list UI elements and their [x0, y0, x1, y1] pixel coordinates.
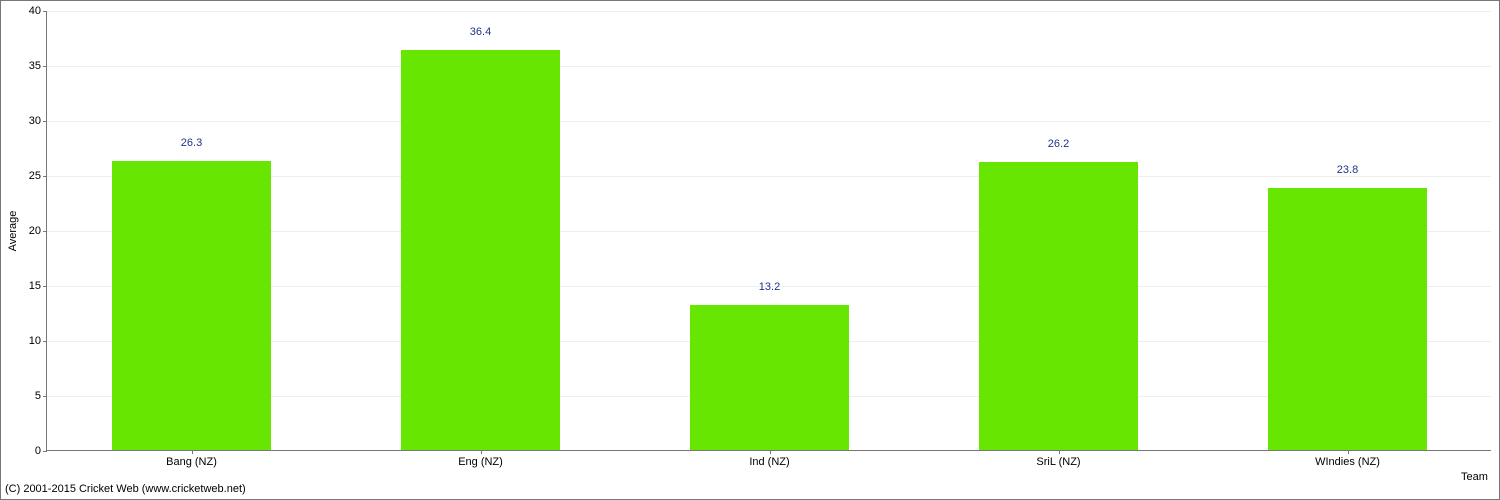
x-tick-label: Bang (NZ) [166, 456, 217, 468]
bar-slot: 36.4Eng (NZ) [336, 11, 625, 450]
bar-value-label: 36.4 [470, 26, 491, 38]
bar [979, 162, 1138, 450]
plot-area: 051015202530354026.3Bang (NZ)36.4Eng (NZ… [46, 11, 1491, 451]
bar-slot: 13.2Ind (NZ) [625, 11, 914, 450]
x-tick-label: WIndies (NZ) [1315, 456, 1380, 468]
y-tick-label: 20 [29, 225, 41, 237]
x-axis-title: Team [1461, 471, 1488, 483]
x-tick-label: SriL (NZ) [1036, 456, 1080, 468]
y-tick-label: 10 [29, 335, 41, 347]
y-tick-label: 0 [35, 445, 41, 457]
bar-slot: 26.2SriL (NZ) [914, 11, 1203, 450]
y-tick-label: 5 [35, 390, 41, 402]
y-axis-title: Average [7, 211, 19, 252]
bar [1268, 188, 1427, 450]
copyright-text: (C) 2001-2015 Cricket Web (www.cricketwe… [5, 483, 246, 495]
bar-value-label: 26.2 [1048, 138, 1069, 150]
bar [112, 161, 271, 450]
y-tick-label: 35 [29, 60, 41, 72]
y-tick-mark [43, 451, 47, 452]
bar [690, 305, 849, 450]
bar-value-label: 26.3 [181, 137, 202, 149]
y-tick-label: 30 [29, 115, 41, 127]
x-tick-mark [192, 450, 193, 454]
bar-slot: 23.8WIndies (NZ) [1203, 11, 1492, 450]
y-tick-label: 40 [29, 5, 41, 17]
bar-value-label: 13.2 [759, 281, 780, 293]
x-tick-mark [481, 450, 482, 454]
x-tick-mark [770, 450, 771, 454]
x-tick-mark [1348, 450, 1349, 454]
x-tick-label: Ind (NZ) [749, 456, 789, 468]
y-tick-label: 25 [29, 170, 41, 182]
y-tick-label: 15 [29, 280, 41, 292]
bar-value-label: 23.8 [1337, 164, 1358, 176]
x-tick-label: Eng (NZ) [458, 456, 503, 468]
x-tick-mark [1059, 450, 1060, 454]
bar [401, 50, 560, 450]
chart-container: Average 051015202530354026.3Bang (NZ)36.… [0, 0, 1500, 500]
bar-slot: 26.3Bang (NZ) [47, 11, 336, 450]
